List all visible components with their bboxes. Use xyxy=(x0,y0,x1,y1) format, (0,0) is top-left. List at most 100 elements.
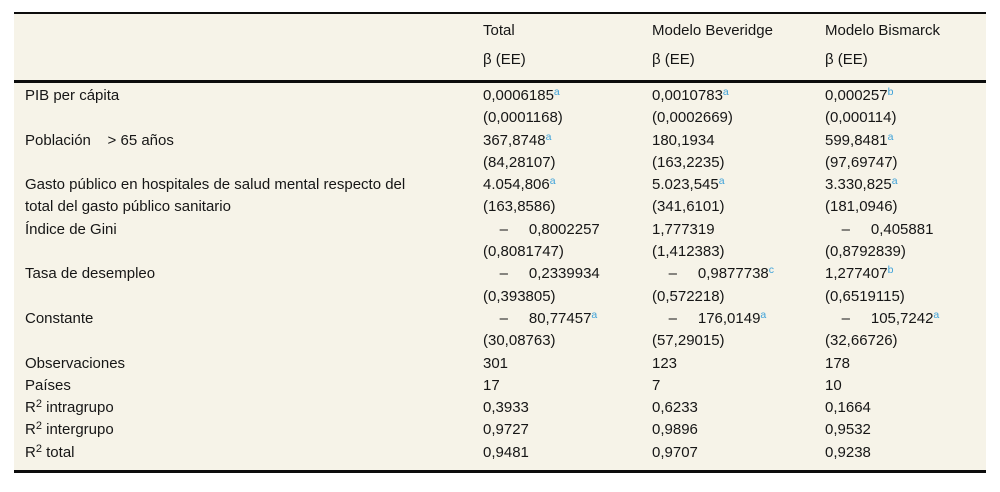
significance-superscript: a xyxy=(553,86,560,98)
value-cell: 3.330,825a (181,0946) xyxy=(825,174,986,219)
value-cell: – 0,405881 (0,8792839) xyxy=(825,219,986,264)
row-label: PIB per cápita xyxy=(25,87,120,104)
coefficient: – 0,2339934 xyxy=(483,265,600,283)
label-superscript: 2 xyxy=(35,442,42,455)
value-cell: 180,1934 (163,2235) xyxy=(652,130,825,175)
variable-row-pib: PIB per cápita 0,0006185a (0,0001168) 0,0… xyxy=(14,85,986,130)
coefficient: 0,0006185a xyxy=(483,86,560,104)
stat-row-r2-intergrupo: R2 intergrupo 0,9727 0,9896 0,9532 xyxy=(14,419,986,441)
column-header-total: Total xyxy=(483,22,515,39)
coefficient: 180,1934 xyxy=(652,131,715,149)
table-header: Total Modelo Beveridge Modelo Bismarck β… xyxy=(14,14,986,83)
value-cell: 599,8481a (97,69747) xyxy=(825,130,986,175)
stat-label: R2 intergrupo xyxy=(25,420,114,439)
row-label: Población > 65 años xyxy=(25,131,174,149)
row-label: Índice de Gini xyxy=(25,220,117,238)
standard-error: (97,69747) xyxy=(825,153,898,171)
standard-error: (0,8792839) xyxy=(825,243,906,261)
standard-error: (181,0946) xyxy=(825,198,898,216)
label-superscript: 2 xyxy=(35,398,42,411)
standard-error: (163,2235) xyxy=(652,153,725,171)
coefficient: 5.023,545a xyxy=(652,175,725,194)
coefficient: 0,000257b xyxy=(825,86,894,104)
value-cell: 0,0010783a (0,0002669) xyxy=(652,85,825,130)
significance-superscript: a xyxy=(591,308,598,321)
significance-superscript: b xyxy=(887,86,894,98)
stat-label: Países xyxy=(25,376,71,394)
coefficient: 1,777319 xyxy=(652,220,715,238)
significance-superscript: a xyxy=(760,308,767,321)
variable-row-desempleo: Tasa de desempleo – 0,2339934 (0,393805) … xyxy=(14,263,986,308)
stat-value: 301 xyxy=(483,354,509,372)
stat-value: 0,9707 xyxy=(652,443,698,461)
standard-error: (32,66726) xyxy=(825,332,898,350)
stat-value: 17 xyxy=(483,376,500,394)
value-cell: 1,277407b (0,6519115) xyxy=(825,263,986,308)
standard-error: (0,393805) xyxy=(483,287,556,305)
significance-superscript: a xyxy=(718,175,725,188)
value-cell: – 105,7242a (32,66726) xyxy=(825,308,986,353)
coefficient: – 105,7242a xyxy=(825,308,940,327)
label-superscript: 2 xyxy=(35,420,42,433)
coefficient: – 80,77457a xyxy=(483,308,598,327)
coefficient: 1,277407b xyxy=(825,264,894,283)
significance-superscript: a xyxy=(933,308,940,321)
stat-row-observaciones: Observaciones 301 123 178 xyxy=(14,353,986,375)
significance-superscript: a xyxy=(891,175,898,188)
significance-superscript: a xyxy=(887,130,894,143)
stat-value: 10 xyxy=(825,376,842,394)
stat-value: 0,9238 xyxy=(825,443,871,461)
value-cell: 1,777319 (1,412383) xyxy=(652,219,825,264)
column-header-beveridge: Modelo Beveridge xyxy=(652,22,773,39)
standard-error: (1,412383) xyxy=(652,243,725,261)
standard-error: (0,572218) xyxy=(652,287,725,305)
stat-value: 0,6233 xyxy=(652,399,698,417)
significance-superscript: b xyxy=(887,264,894,277)
stat-value: 7 xyxy=(652,376,661,394)
header-label-spacer xyxy=(25,16,483,45)
standard-error: (0,6519115) xyxy=(825,287,905,305)
stat-label: R2 intragrupo xyxy=(25,398,114,417)
value-cell: – 0,8002257 (0,8081747) xyxy=(483,219,652,264)
stat-value: 0,3933 xyxy=(483,399,529,417)
header-label-spacer xyxy=(25,45,483,74)
coefficient: – 0,405881 xyxy=(825,220,934,238)
significance-superscript: c xyxy=(768,264,775,277)
value-cell: – 176,0149a (57,29015) xyxy=(652,308,825,353)
significance-superscript: a xyxy=(722,86,729,98)
standard-error: (341,6101) xyxy=(652,198,725,216)
stat-row-r2-total: R2 total 0,9481 0,9707 0,9238 xyxy=(14,442,986,464)
coefficient: 0,0010783a xyxy=(652,86,729,104)
value-cell: 4.054,806a (163,8586) xyxy=(483,174,652,219)
row-label: Tasa de desempleo xyxy=(25,265,156,283)
variable-row-gini: Índice de Gini – 0,8002257 (0,8081747) 1,… xyxy=(14,219,986,264)
stat-label: R2 total xyxy=(25,442,75,461)
variable-row-constante: Constante – 80,77457a (30,08763) – 176,01… xyxy=(14,308,986,353)
coefficient: 367,8748a xyxy=(483,130,552,149)
standard-error: (30,08763) xyxy=(483,332,556,350)
beta-header-bismarck: β (EE) xyxy=(825,51,868,68)
standard-error: (57,29015) xyxy=(652,332,725,350)
table-body: PIB per cápita 0,0006185a (0,0001168) 0,0… xyxy=(14,83,986,470)
row-label: Gasto público en hospitales de salud men… xyxy=(25,174,483,219)
value-cell: – 0,9877738c (0,572218) xyxy=(652,263,825,308)
stat-value: 0,9727 xyxy=(483,421,529,439)
stat-row-r2-intragrupo: R2 intragrupo 0,3933 0,6233 0,1664 xyxy=(14,397,986,419)
standard-error: (0,8081747) xyxy=(483,243,564,261)
row-label-line2: total del gasto público sanitario xyxy=(25,198,231,216)
row-label: Constante xyxy=(25,309,94,327)
stat-value: 123 xyxy=(652,354,678,372)
coefficient: – 0,9877738c xyxy=(652,264,775,283)
stat-value: 0,1664 xyxy=(825,399,871,417)
header-subtitle-row: β (EE) β (EE) β (EE) xyxy=(14,45,986,74)
coefficient: – 176,0149a xyxy=(652,308,767,327)
stat-value: 0,9896 xyxy=(652,421,698,439)
stat-value: 178 xyxy=(825,354,851,372)
beta-header-total: β (EE) xyxy=(483,51,526,68)
value-cell: – 0,2339934 (0,393805) xyxy=(483,263,652,308)
column-header-bismarck: Modelo Bismarck xyxy=(825,22,941,39)
value-cell: 5.023,545a (341,6101) xyxy=(652,174,825,219)
variable-row-gasto: Gasto público en hospitales de salud men… xyxy=(14,174,986,219)
value-cell: 0,000257b (0,000114) xyxy=(825,85,986,130)
value-cell: 0,0006185a (0,0001168) xyxy=(483,85,652,130)
